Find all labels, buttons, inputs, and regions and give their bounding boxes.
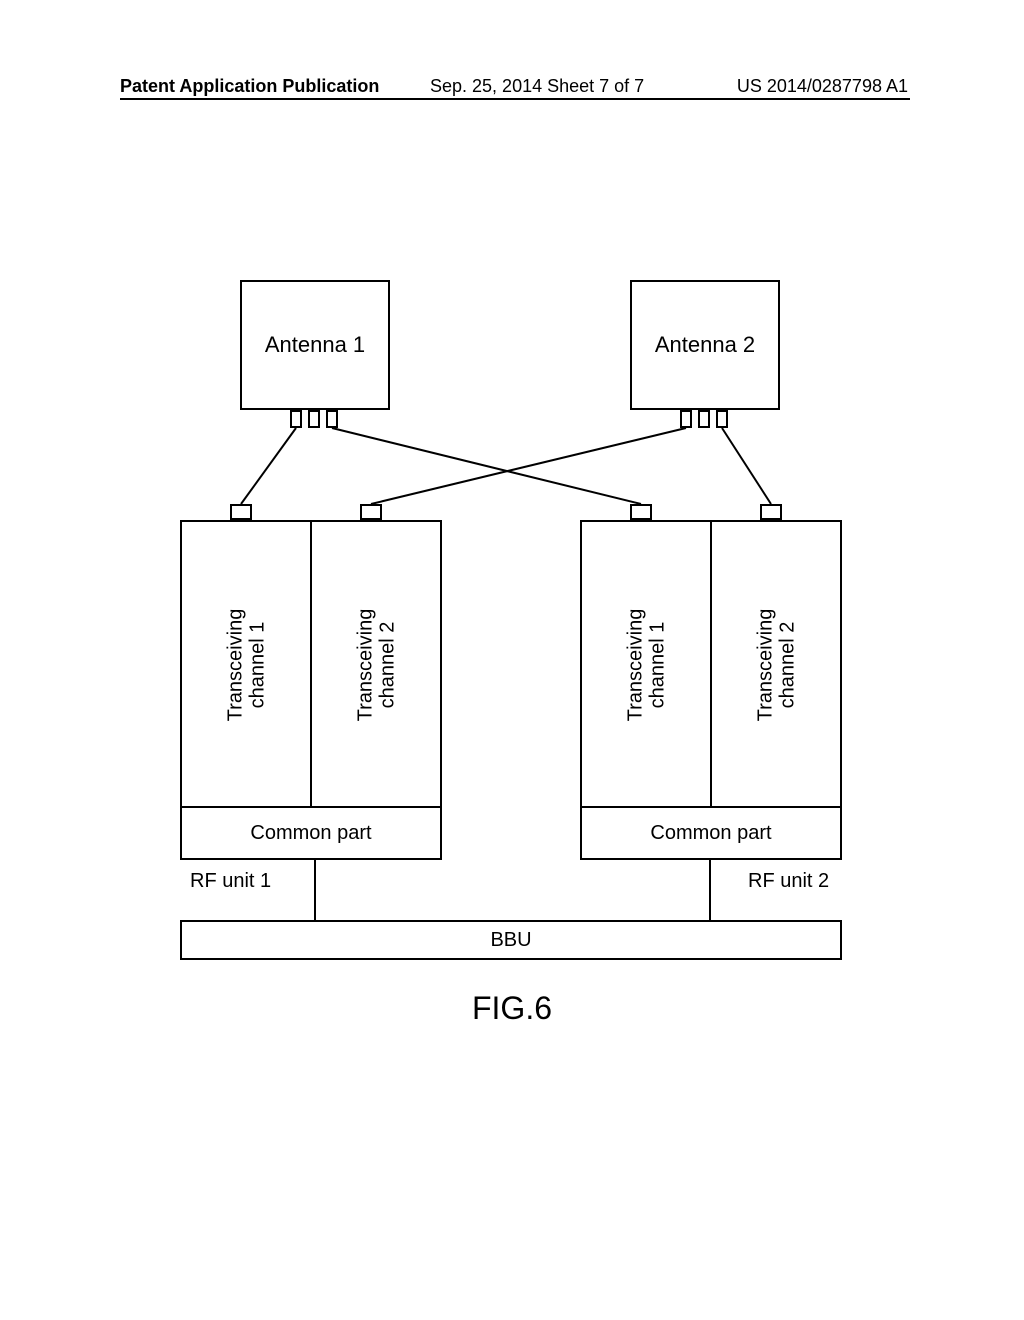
rf2-channel-2-label: Transceivingchannel 2 xyxy=(754,609,798,722)
rf2-channel-1-label: Transceivingchannel 1 xyxy=(624,609,668,722)
rf1-channel-2-label: Transceivingchannel 2 xyxy=(354,609,398,722)
bbu: BBU xyxy=(180,920,842,960)
antenna-1-port-2 xyxy=(308,410,320,428)
rfunit-2-port-1 xyxy=(630,504,652,520)
header-left: Patent Application Publication xyxy=(120,76,379,97)
rf1-channel-2: Transceivingchannel 2 xyxy=(310,520,442,810)
rfunit-2-port-2 xyxy=(760,504,782,520)
page: Patent Application Publication Sep. 25, … xyxy=(0,0,1024,1320)
bbu-label: BBU xyxy=(490,929,531,952)
rf2-channel-1: Transceivingchannel 1 xyxy=(580,520,712,810)
rf1-channel-1-label: Transceivingchannel 1 xyxy=(224,609,268,722)
rf1-common: Common part xyxy=(180,806,442,860)
rf-unit-1-label: RF unit 1 xyxy=(190,870,271,893)
antenna-1: Antenna 1 xyxy=(240,280,390,410)
antenna-1-label: Antenna 1 xyxy=(265,332,365,358)
antenna-1-port-3 xyxy=(326,410,338,428)
header-rule xyxy=(120,98,910,100)
rf-unit-2-label: RF unit 2 xyxy=(748,870,829,893)
figure-caption: FIG.6 xyxy=(0,990,1024,1027)
rf-unit-2: Transceivingchannel 1 Transceivingchanne… xyxy=(580,520,842,860)
antenna-2-label: Antenna 2 xyxy=(655,332,755,358)
rf-unit-1: Transceivingchannel 1 Transceivingchanne… xyxy=(180,520,442,860)
antenna-2-port-3 xyxy=(716,410,728,428)
rf2-common-label: Common part xyxy=(650,822,771,845)
rf2-common: Common part xyxy=(580,806,842,860)
rf1-channel-1: Transceivingchannel 1 xyxy=(180,520,312,810)
figure-diagram: Antenna 1 Antenna 2 Transceivingchannel … xyxy=(180,280,844,1000)
rfunit-1-port-1 xyxy=(230,504,252,520)
rf1-common-label: Common part xyxy=(250,822,371,845)
rf2-channel-2: Transceivingchannel 2 xyxy=(710,520,842,810)
antenna-2-port-2 xyxy=(698,410,710,428)
rfunit-1-port-2 xyxy=(360,504,382,520)
header-right: US 2014/0287798 A1 xyxy=(737,76,908,97)
antenna-1-port-1 xyxy=(290,410,302,428)
antenna-2: Antenna 2 xyxy=(630,280,780,410)
header-middle: Sep. 25, 2014 Sheet 7 of 7 xyxy=(430,76,644,97)
antenna-2-port-1 xyxy=(680,410,692,428)
